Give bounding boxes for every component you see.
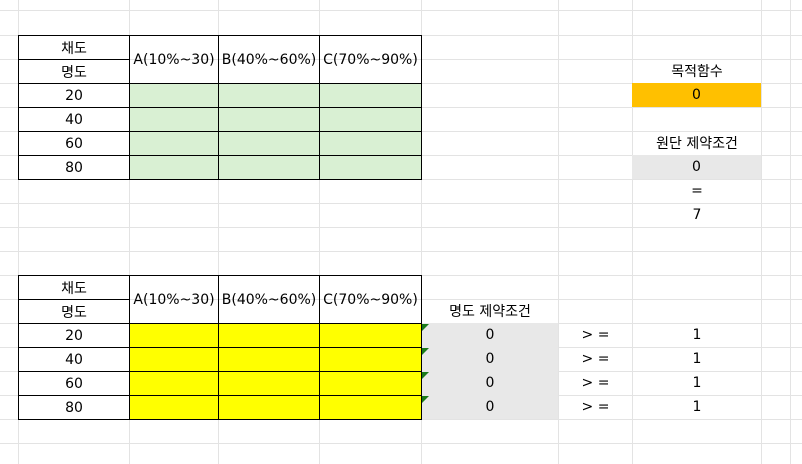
gridline: [0, 227, 802, 228]
gridline: [0, 299, 802, 300]
brightness-constraint-rhs[interactable]: 1: [692, 351, 702, 367]
table1-cell[interactable]: [218, 107, 320, 132]
brightness-constraint-value[interactable]: 0: [422, 323, 558, 347]
table2-header-brightness[interactable]: 명도: [18, 299, 130, 324]
brightness-constraint-operator[interactable]: > =: [581, 351, 610, 367]
gridline: [0, 251, 802, 252]
formula-warning-indicator: [422, 396, 429, 403]
table2-row-label[interactable]: 60: [18, 371, 130, 396]
table2-cell[interactable]: [129, 371, 219, 396]
table2-cell[interactable]: [319, 347, 422, 372]
objective-label[interactable]: 목적함수: [671, 64, 723, 80]
fabric-constraint-operator[interactable]: =: [691, 183, 703, 199]
table1-cell[interactable]: [129, 83, 219, 108]
table1-row-label[interactable]: 60: [18, 131, 130, 156]
table2-col-b[interactable]: B(40%~60%): [218, 275, 320, 324]
brightness-constraint-operator[interactable]: > =: [581, 327, 610, 343]
fabric-constraint-rhs[interactable]: 7: [692, 207, 702, 223]
brightness-constraint-label[interactable]: 명도 제약조건: [449, 304, 531, 320]
table2-cell[interactable]: [129, 323, 219, 348]
formula-warning-indicator: [422, 372, 429, 379]
brightness-constraint-operator[interactable]: > =: [581, 375, 610, 391]
table1-cell[interactable]: [218, 83, 320, 108]
gridline: [319, 0, 320, 464]
table1-cell[interactable]: [319, 131, 422, 156]
brightness-constraint-operator[interactable]: > =: [581, 399, 610, 415]
table2-cell[interactable]: [129, 395, 219, 420]
gridline: [0, 203, 802, 204]
table1-row-label[interactable]: 20: [18, 83, 130, 108]
table1-col-a[interactable]: A(10%~30): [129, 35, 219, 84]
table1-cell[interactable]: [129, 155, 219, 180]
gridline: [761, 0, 762, 464]
brightness-constraint-value[interactable]: 0: [422, 371, 558, 395]
gridline: [218, 0, 219, 464]
brightness-constraint-rhs[interactable]: 1: [692, 327, 702, 343]
table2-cell[interactable]: [218, 323, 320, 348]
table1-col-c[interactable]: C(70%~90%): [319, 35, 422, 84]
table2-cell[interactable]: [319, 371, 422, 396]
table1-header-saturation[interactable]: 채도: [18, 35, 130, 60]
table1-row-label[interactable]: 40: [18, 107, 130, 132]
table2-cell[interactable]: [129, 347, 219, 372]
brightness-constraint-rhs[interactable]: 1: [692, 375, 702, 391]
brightness-constraint-rhs[interactable]: 1: [692, 399, 702, 415]
table1-cell[interactable]: [319, 83, 422, 108]
gridline: [0, 59, 802, 60]
table2-col-c[interactable]: C(70%~90%): [319, 275, 422, 324]
gridline: [18, 0, 19, 464]
gridline: [129, 0, 130, 464]
table1-cell[interactable]: [218, 155, 320, 180]
table1-header-brightness[interactable]: 명도: [18, 59, 130, 84]
table2-cell[interactable]: [319, 323, 422, 348]
fabric-constraint-label[interactable]: 원단 제약조건: [656, 136, 738, 152]
table2-cell[interactable]: [218, 395, 320, 420]
table2-cell[interactable]: [218, 347, 320, 372]
table1-cell[interactable]: [129, 131, 219, 156]
brightness-constraint-value[interactable]: 0: [422, 395, 558, 419]
gridline: [0, 443, 802, 444]
formula-warning-indicator: [422, 324, 429, 331]
table2-row-label[interactable]: 20: [18, 323, 130, 348]
table2-col-a[interactable]: A(10%~30): [129, 275, 219, 324]
gridline: [0, 10, 802, 11]
table1-cell[interactable]: [129, 107, 219, 132]
formula-warning-indicator: [422, 348, 429, 355]
table2-cell[interactable]: [319, 395, 422, 420]
table2-header-saturation[interactable]: 채도: [18, 275, 130, 300]
gridline: [421, 0, 422, 464]
brightness-constraint-value[interactable]: 0: [422, 347, 558, 371]
gridline: [558, 0, 559, 464]
fabric-constraint-value[interactable]: 0: [632, 155, 761, 179]
table1-col-b[interactable]: B(40%~60%): [218, 35, 320, 84]
objective-value[interactable]: 0: [632, 83, 761, 107]
table1-cell[interactable]: [319, 107, 422, 132]
table1-cell[interactable]: [319, 155, 422, 180]
table1-row-label[interactable]: 80: [18, 155, 130, 180]
table2-cell[interactable]: [218, 371, 320, 396]
table1-cell[interactable]: [218, 131, 320, 156]
gridline: [790, 0, 791, 464]
table2-row-label[interactable]: 80: [18, 395, 130, 420]
table2-row-label[interactable]: 40: [18, 347, 130, 372]
gridline: [632, 0, 633, 464]
